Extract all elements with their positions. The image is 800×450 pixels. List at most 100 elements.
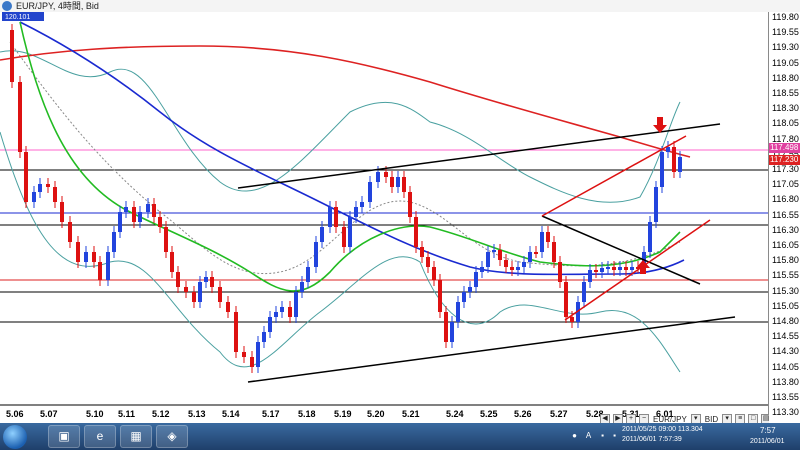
candle-body [396, 177, 400, 187]
status-line-1: 2011/05/25 09:00 113.304 [622, 426, 703, 433]
candle-body [660, 152, 664, 187]
candle-body [408, 192, 412, 217]
y-axis-label: 118.55 [772, 88, 799, 98]
tray-icon[interactable]: ● [572, 431, 577, 440]
fx-app-icon[interactable]: ◈ [156, 425, 188, 448]
x-axis-label: 5.26 [514, 409, 532, 419]
candle-body [146, 204, 150, 212]
x-axis-label: 5.13 [188, 409, 206, 419]
candle-body [192, 292, 196, 302]
y-axis-label: 116.55 [772, 209, 799, 220]
candle-body [582, 282, 586, 302]
candle-body [468, 287, 472, 292]
candle-body [480, 267, 484, 272]
trendline-lower[interactable] [247, 316, 736, 383]
candle-body [498, 250, 502, 260]
candle-body [84, 252, 88, 262]
candle-body [504, 260, 508, 267]
candle-body [118, 212, 122, 232]
candle-body [76, 242, 80, 262]
x-axis-label: 5.27 [550, 409, 568, 419]
candle-body [242, 352, 246, 357]
trendline-red-low[interactable] [564, 219, 711, 321]
chart-canvas[interactable]: 120.101 [0, 12, 768, 423]
symbol-selector[interactable]: EUR/JPY [653, 414, 687, 424]
folder-icon[interactable]: ▣ [48, 425, 80, 448]
candle-body [376, 172, 380, 182]
tray-icon[interactable]: ▪ [613, 431, 616, 440]
candle-body [306, 267, 310, 282]
start-button[interactable] [3, 425, 27, 449]
candle-body [612, 267, 616, 270]
candle-body [300, 282, 304, 292]
trendline-upper[interactable] [237, 123, 721, 189]
side-selector[interactable]: BID [704, 414, 719, 424]
candle-body [98, 262, 102, 280]
y-axis-label: 118.05 [772, 118, 799, 129]
ie-icon[interactable]: e [84, 425, 116, 448]
x-axis-label: 5.12 [152, 409, 170, 419]
candle-body [218, 287, 222, 302]
tray-icon[interactable]: ▪ [601, 431, 604, 440]
x-axis-label: 5.24 [446, 409, 464, 419]
candle-body [170, 252, 174, 272]
y-axis-label: 115.30 [772, 285, 799, 296]
candle-body [486, 252, 490, 267]
price-marker-1: 117.498 [769, 143, 800, 153]
price-chart[interactable]: 120.101 5.06 5.07 5.10 5.11 5.12 5.13 5.14 5.17… [0, 12, 785, 424]
price-tag-box [2, 12, 44, 21]
price-tag-text: 120.101 [5, 14, 30, 21]
status-line-2: 2011/06/01 7:57:39 [622, 436, 682, 443]
y-axis-label: 113.80 [772, 376, 799, 387]
y-axis-label: 119.30 [772, 42, 799, 53]
candle-body [256, 342, 260, 367]
candle-body [152, 204, 156, 217]
y-axis-label: 119.05 [772, 57, 799, 68]
taskbar: ▣ e ▦ ◈ ● A ▪ ▪ 2011/05/25 09:00 113.304… [0, 423, 800, 450]
candle-body [462, 292, 466, 302]
x-axis-label: 5.21 [402, 409, 420, 419]
ime-icon[interactable]: A [585, 431, 592, 440]
candle-body [432, 267, 436, 280]
clock-date: 2011/06/01 [750, 438, 785, 445]
trendline-down[interactable] [541, 215, 701, 285]
y-axis-label: 115.05 [772, 300, 799, 311]
candle-body [510, 267, 514, 270]
x-axis-label: 5.20 [367, 409, 385, 419]
bollinger-lower [0, 131, 681, 373]
candle-body [528, 252, 532, 262]
ma-long-red [0, 45, 691, 158]
y-axis-label: 114.55 [772, 331, 799, 342]
y-axis-label: 115.55 [772, 270, 799, 281]
candle-body [38, 184, 42, 192]
y-axis-label: 118.30 [772, 103, 799, 114]
candle-body [53, 187, 57, 202]
price-axis: 113.30 113.55 113.80 114.05 114.30 114.55 114.… [769, 12, 800, 423]
y-axis-label: 119.80 [772, 12, 799, 22]
trendline-red-up[interactable] [541, 135, 687, 217]
candle-body [624, 267, 628, 270]
candle-body [268, 317, 272, 332]
candle-body [444, 312, 448, 342]
candle-body [368, 182, 372, 202]
candle-body [210, 277, 214, 287]
y-axis-label: 117.05 [772, 179, 799, 190]
candle-body [474, 272, 478, 287]
candle-body [158, 217, 162, 227]
app-logo-icon [2, 1, 12, 11]
x-axis-label: 5.19 [334, 409, 352, 419]
candle-body [414, 217, 418, 247]
candle-body [546, 232, 550, 242]
candle-body [226, 302, 230, 312]
candle-body [558, 262, 562, 282]
candle-body [342, 227, 346, 247]
candle-body [294, 292, 298, 317]
x-axis-label: 5.11 [118, 409, 136, 419]
y-axis-label: 113.55 [772, 392, 799, 402]
y-axis-label: 117.80 [772, 133, 799, 144]
candle-body [384, 172, 388, 177]
explorer-icon[interactable]: ▦ [120, 425, 152, 448]
y-axis-label: 117.55 [772, 148, 799, 159]
down-arrow-icon [653, 117, 667, 133]
candle-body [234, 312, 238, 352]
